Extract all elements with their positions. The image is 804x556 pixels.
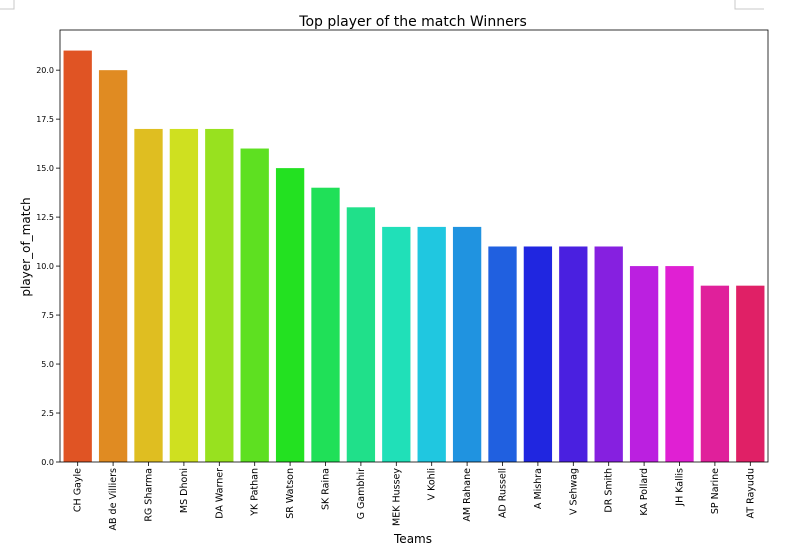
x-tick-label: A Mishra bbox=[533, 468, 544, 509]
y-tick-label: 15.0 bbox=[36, 164, 54, 173]
y-tick-label: 7.5 bbox=[41, 311, 54, 320]
bar-mek-hussey bbox=[382, 226, 411, 462]
bar-am-rahane bbox=[452, 226, 482, 462]
cell-corner-left bbox=[0, 0, 15, 10]
x-tick-label: G Gambhir bbox=[356, 468, 367, 520]
x-tick-label: SP Narine bbox=[710, 468, 721, 514]
bar-v-sehwag bbox=[559, 246, 588, 462]
x-tick-label: DA Warner bbox=[214, 468, 225, 519]
bar-v-kohli bbox=[417, 226, 446, 462]
x-axis-label: Teams bbox=[393, 532, 432, 546]
x-tick-label: AB de Villiers bbox=[108, 468, 119, 531]
x-tick-label: SK Raina bbox=[321, 468, 332, 510]
x-tick-label: SR Watson bbox=[285, 468, 296, 519]
bar-jh-kallis bbox=[665, 266, 694, 462]
bar-ka-pollard bbox=[629, 266, 659, 462]
bar-ch-gayle bbox=[63, 50, 92, 462]
bar-yk-pathan bbox=[240, 148, 269, 462]
y-tick-label: 0.0 bbox=[41, 458, 54, 467]
bar-rg-sharma bbox=[134, 128, 163, 462]
bar-sk-raina bbox=[311, 187, 340, 462]
cell-corner-right bbox=[734, 0, 764, 10]
x-tick-label: DR Smith bbox=[604, 468, 615, 513]
x-tick-label: MEK Hussey bbox=[391, 468, 402, 526]
bar-g-gambhir bbox=[346, 207, 376, 462]
chart-title: Top player of the match Winners bbox=[298, 14, 526, 30]
x-tick-label: AD Russell bbox=[498, 468, 509, 518]
bar-sp-narine bbox=[700, 285, 730, 462]
y-tick-label: 10.0 bbox=[36, 262, 54, 271]
bar-dr-smith bbox=[594, 246, 623, 462]
x-tick-label: CH Gayle bbox=[73, 468, 84, 512]
bar-ms-dhoni bbox=[169, 128, 199, 462]
y-tick-label: 5.0 bbox=[41, 360, 54, 369]
x-tick-label: AM Rahane bbox=[462, 468, 473, 522]
bar-at-rayudu bbox=[736, 285, 765, 462]
plot-frame bbox=[59, 29, 769, 463]
y-tick-label: 20.0 bbox=[36, 66, 54, 75]
bar-ab-de-villiers bbox=[98, 70, 128, 462]
y-axis-label: player_of_match bbox=[19, 197, 33, 296]
bar-a-mishra bbox=[523, 246, 553, 462]
y-tick-label: 12.5 bbox=[36, 213, 54, 222]
x-tick-label: V Sehwag bbox=[568, 468, 579, 515]
y-tick-label: 17.5 bbox=[36, 115, 54, 124]
y-tick-label: 2.5 bbox=[41, 409, 54, 418]
bar-da-warner bbox=[205, 128, 234, 462]
bar-ad-russell bbox=[488, 246, 517, 462]
x-tick-label: JH Kallis bbox=[675, 468, 686, 507]
x-tick-label: MS Dhoni bbox=[179, 468, 190, 513]
x-tick-label: AT Rayudu bbox=[745, 468, 756, 519]
bar-sr-watson bbox=[275, 168, 305, 462]
x-tick-label: KA Pollard bbox=[639, 468, 650, 516]
x-tick-label: YK Pathan bbox=[250, 468, 261, 517]
x-tick-label: V Kohli bbox=[427, 468, 438, 500]
x-tick-label: RG Sharma bbox=[144, 468, 155, 522]
